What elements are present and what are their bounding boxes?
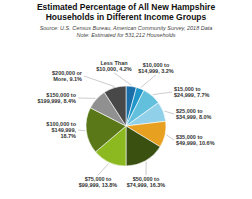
slice-label: $25,000 to$34,999, 8.0% xyxy=(176,108,212,120)
chart: Estimated Percentage of All New Hampshir… xyxy=(0,0,252,199)
leader-line xyxy=(166,135,174,140)
leader-line xyxy=(146,162,147,175)
slice-label: $100,000 to$149,999,18.7% xyxy=(46,121,76,140)
leader-line xyxy=(114,73,131,85)
leader-line xyxy=(141,75,156,88)
leader-line xyxy=(78,98,95,99)
leader-line xyxy=(153,92,172,95)
slice-label: $150,000 to$199,999, 8.4% xyxy=(37,92,76,104)
pie xyxy=(86,86,166,166)
slice-label: Less Than$10,000, 4.2% xyxy=(96,60,132,72)
slice-label: $15,000 to$24,999, 7.7% xyxy=(174,86,210,98)
subtitle: Source: U.S. Census Bureau, American Com… xyxy=(40,25,213,38)
leader-line xyxy=(98,163,109,175)
slice xyxy=(104,86,126,126)
leader-line xyxy=(164,111,174,114)
title: Estimated Percentage of All New Hampshir… xyxy=(37,2,216,22)
slice-label: $75,000 to$99,999, 13.8% xyxy=(79,176,118,188)
slice-label: $50,000 to$74,999, 16.3% xyxy=(127,176,166,188)
slice-label: $200,000 orMore, 9.1% xyxy=(52,70,83,82)
slice-label: $35,000 to$49,999, 10.6% xyxy=(176,134,215,146)
leader-line xyxy=(78,130,85,132)
slice xyxy=(126,126,160,166)
slice-label: $10,000 to$14,999, 3.2% xyxy=(138,62,174,74)
leader-line xyxy=(84,76,114,86)
